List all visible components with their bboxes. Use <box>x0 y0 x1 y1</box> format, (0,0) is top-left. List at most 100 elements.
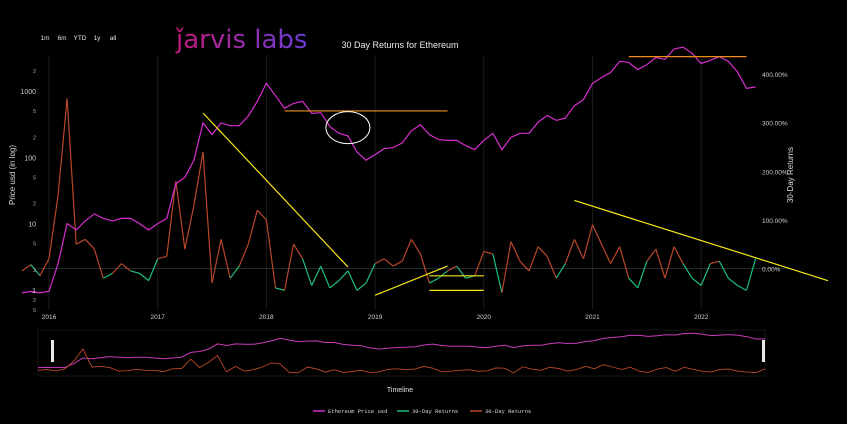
returns-segment <box>392 260 403 267</box>
returns-segment <box>410 239 421 255</box>
returns-segment <box>265 219 277 289</box>
returns-segment <box>93 248 104 279</box>
returns-segment <box>745 258 757 291</box>
y-left-minor-tick-label: 5 <box>33 242 36 248</box>
returns-segment <box>202 151 213 284</box>
legend-label: 30-Day Returns <box>485 408 531 415</box>
returns-segment <box>374 258 385 265</box>
returns-segment <box>691 277 702 286</box>
returns-segment <box>737 284 747 291</box>
trend-line <box>202 112 349 268</box>
returns-segment <box>311 265 322 286</box>
range-button-1m[interactable]: 1m <box>40 35 49 42</box>
returns-segment <box>383 258 394 267</box>
range-button-all[interactable]: all <box>110 35 117 42</box>
returns-segment <box>302 258 313 286</box>
x-tick-label: 2018 <box>259 314 274 321</box>
returns-segment <box>537 246 548 257</box>
returns-segment <box>220 239 231 279</box>
navigator <box>37 329 766 377</box>
returns-segment <box>75 238 86 245</box>
returns-segment <box>447 265 457 272</box>
price-series-line <box>21 46 756 294</box>
navigator-handle-left[interactable] <box>51 340 54 362</box>
returns-segment <box>148 258 159 281</box>
series-layer <box>21 46 757 294</box>
returns-segment <box>329 280 340 289</box>
left-axis: 1000 100 10 1 2 5 2 5 2 5 2 5 2 <box>20 69 36 314</box>
legend-label: 30-Day Returns <box>412 408 458 415</box>
returns-segment <box>184 205 195 250</box>
legend-label: Ethereum Price usd <box>328 408 387 415</box>
returns-segment <box>175 180 186 250</box>
returns-segment <box>103 272 113 279</box>
returns-segment <box>646 248 657 262</box>
returns-segment <box>474 251 485 276</box>
returns-segment <box>610 246 621 264</box>
y-left-minor-tick-label: 2 <box>33 298 36 304</box>
legend-item[interactable]: Ethereum Price usd <box>313 408 387 415</box>
returns-segment <box>718 260 729 279</box>
returns-segment <box>130 270 140 274</box>
legend-item[interactable]: 30-Day Returns <box>397 408 458 415</box>
navigator-handle-right[interactable] <box>762 340 765 362</box>
range-button-6m[interactable]: 6m <box>57 35 66 42</box>
y-left-minor-tick-label: 5 <box>33 109 36 115</box>
returns-segment <box>166 180 177 257</box>
returns-segment <box>628 277 639 289</box>
returns-segment <box>429 277 439 284</box>
y-left-minor-tick-label: 5 <box>33 175 36 181</box>
returns-segment <box>238 243 249 267</box>
y-left-minor-tick-label: 2 <box>33 135 36 141</box>
returns-segment <box>573 239 584 260</box>
returns-segment <box>591 224 603 245</box>
returns-segment <box>483 250 494 255</box>
y-left-tick-label: 1 <box>32 288 36 295</box>
returns-segment <box>283 244 295 291</box>
returns-segment <box>564 239 575 264</box>
returns-segment <box>57 98 68 196</box>
x-tick-label: 2021 <box>585 314 600 321</box>
returns-segment <box>347 270 358 291</box>
returns-segment <box>320 265 331 289</box>
returns-segment <box>492 253 503 293</box>
returns-segment <box>157 255 167 260</box>
trend-line <box>374 265 448 296</box>
returns-segment <box>121 263 131 272</box>
returns-segment <box>419 253 431 284</box>
y-right-tick-label: 400.00% <box>762 72 788 79</box>
returns-segment <box>293 243 304 260</box>
returns-segment <box>673 246 684 264</box>
legend-item[interactable]: 30-Day Returns <box>470 408 531 415</box>
returns-segment <box>401 239 412 262</box>
returns-segment <box>637 261 648 289</box>
x-tick-label: 2016 <box>42 314 57 321</box>
y-left-minor-tick-label: 2 <box>33 69 36 75</box>
annotation-circle <box>325 111 371 145</box>
returns-segment <box>66 98 77 245</box>
returns-segment <box>39 258 50 277</box>
x-tick-label: 2017 <box>150 314 165 321</box>
returns-segment <box>247 210 258 245</box>
returns-segment <box>229 265 240 279</box>
returns-segment <box>193 151 204 206</box>
x-axis: 2016 2017 2018 2019 2020 2021 2022 <box>42 314 709 321</box>
returns-segment <box>700 263 711 286</box>
range-button-ytd[interactable]: YTD <box>74 35 87 42</box>
range-button-1y[interactable]: 1y <box>94 35 102 42</box>
returns-segment <box>275 287 285 291</box>
logo: ǰarvis labs <box>175 25 307 55</box>
x-axis-label: Timeline <box>387 387 413 394</box>
y-right-tick-label: 0.00% <box>762 267 781 274</box>
returns-segment <box>519 260 530 272</box>
returns-segment <box>727 277 738 286</box>
returns-segment <box>84 238 95 250</box>
y-left-minor-tick-label: 2 <box>33 202 36 208</box>
returns-segment <box>619 246 630 279</box>
y-left-tick-label: 1000 <box>20 89 36 96</box>
navigator-price-line <box>37 332 766 369</box>
annotation-layer <box>202 56 829 296</box>
navigator-returns-line <box>37 348 766 374</box>
